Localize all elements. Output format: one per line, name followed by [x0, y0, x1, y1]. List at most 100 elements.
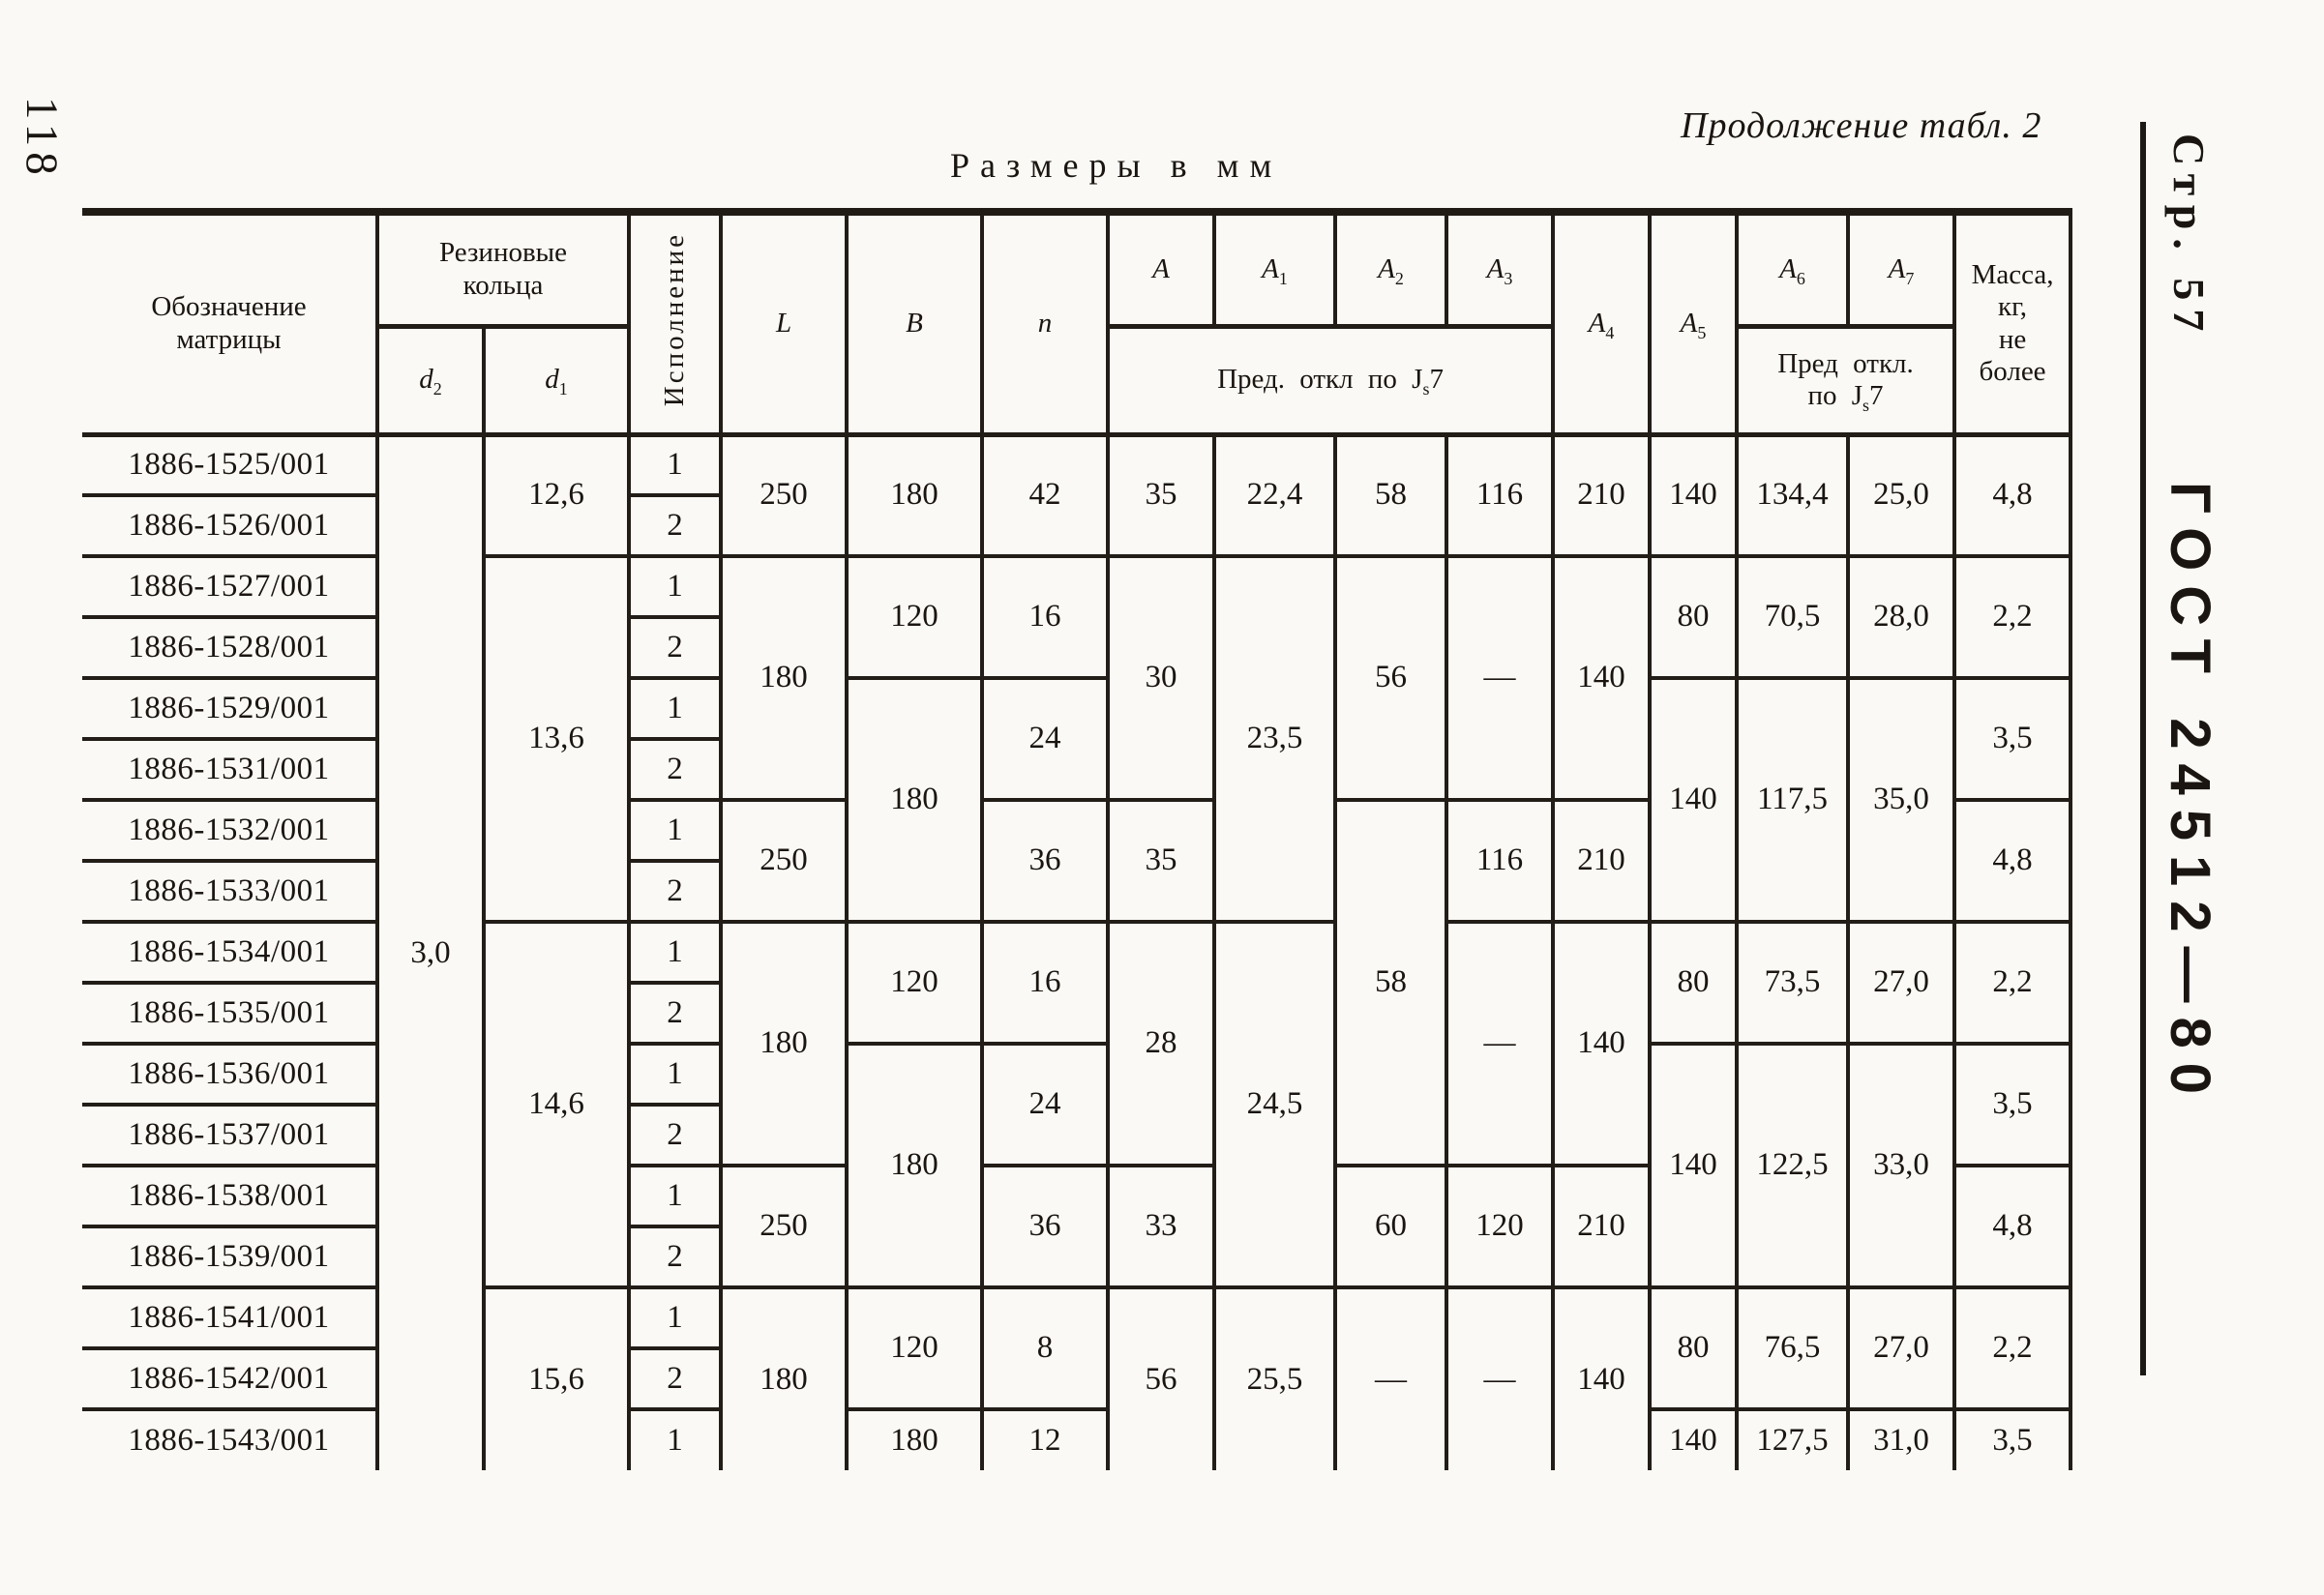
cell-d1: 15,6	[481, 1285, 632, 1470]
header-designation: Обозначение матрицы	[82, 208, 379, 437]
cell-designation: 1886-1539/001	[82, 1225, 379, 1289]
cell-mass: 2,2	[1952, 554, 2073, 680]
cell-mass: 2,2	[1952, 920, 2073, 1046]
cell-mass: 4,8	[1952, 432, 2073, 558]
table-row: 1886-1531/001 2	[82, 737, 2071, 802]
table-row: 1886-1534/001 14,6 1 180 120 16 28 24,5—140 80 73…	[82, 920, 2073, 1289]
cell-L: 250	[719, 1164, 849, 1289]
cell-n: 16	[980, 920, 1111, 1046]
right-margin-rule	[2140, 122, 2146, 1375]
cell-A2: —	[1333, 1285, 1449, 1470]
cell-A6: 70,5	[1735, 554, 1851, 680]
table-row: 1886-1527/001 13,6 1 180 120 16 30 23,5 56—140 80…	[82, 554, 2073, 924]
cell-A6: 117,5	[1735, 676, 1851, 924]
cell-A1: 24,5	[1212, 920, 1338, 1289]
cell-A5: 80	[1648, 554, 1740, 680]
header-A1-sub: 1	[1278, 268, 1288, 288]
table-row: 1886-1526/001 2	[82, 493, 2071, 558]
header-tolerance-b-sub: s	[1862, 395, 1870, 415]
cell-d1: 12,6	[481, 432, 632, 558]
cell-A1: 22,4	[1212, 432, 1338, 558]
cell-version: 1	[627, 920, 724, 985]
header-tolerance-a: Пред. откл по Js7	[1106, 324, 1556, 437]
cell-version: 1	[627, 1164, 724, 1228]
cell-n: 36	[980, 1164, 1111, 1289]
size-caption: Размеры в мм	[950, 146, 1283, 185]
cell-designation: 1886-1542/001	[82, 1346, 379, 1411]
header-mass: Масса, кг, не более	[1952, 208, 2073, 437]
cell-version: 1	[627, 432, 724, 497]
cell-designation: 1886-1534/001	[82, 920, 379, 985]
header-A4-sub: 4	[1605, 322, 1615, 342]
cell-designation: 1886-1529/001	[82, 676, 379, 741]
cell-A: 30	[1106, 554, 1217, 802]
cell-A2: 60	[1333, 1164, 1449, 1289]
header-col-d2: d2	[375, 324, 486, 437]
cell-A7: 35,0	[1846, 676, 1957, 924]
cell-L: 180	[719, 1285, 849, 1470]
cell-version: 1	[627, 1285, 724, 1350]
header-tolerance-a-text: Пред. откл по J	[1217, 364, 1423, 396]
cell-A1: 23,5	[1212, 554, 1338, 924]
header-col-A1: A1	[1212, 208, 1338, 329]
cell-d1: 14,6	[481, 920, 632, 1289]
cell-n: 8	[980, 1285, 1111, 1411]
cell-A3: —	[1445, 554, 1556, 802]
cell-designation: 1886-1543/001	[82, 1407, 379, 1470]
cell-B: 180	[845, 676, 985, 924]
cell-n: 24	[980, 1042, 1111, 1167]
header-col-A5: A5	[1648, 208, 1740, 437]
cell-mass: 4,8	[1952, 798, 2073, 924]
cell-designation: 1886-1528/001	[82, 615, 379, 680]
header-rubber-rings-label: Резиновые кольца	[439, 237, 568, 301]
header-B-label: B	[906, 308, 923, 340]
cell-mass: 4,8	[1952, 1164, 2073, 1289]
table-body: 1886-1525/001 3,0 12,6 1 250 180 42 35 22,4 58 116…	[82, 432, 2073, 1470]
cell-A7: 28,0	[1846, 554, 1957, 680]
table-row: 1886-1535/001 2	[82, 981, 2071, 1046]
table-row: 1886-1525/001 3,0 12,6 1 250 180 42 35 22,4 58 116…	[82, 432, 2073, 1470]
cell-designation: 1886-1532/001	[82, 798, 379, 863]
header-A5-label: A	[1680, 308, 1698, 340]
cell-A7: 27,0	[1846, 920, 1957, 1046]
cell-A4: 210	[1551, 1164, 1653, 1289]
cell-n: 42	[980, 432, 1111, 558]
cell-designation: 1886-1536/001	[82, 1042, 379, 1107]
cell-version: 2	[627, 1225, 724, 1289]
table-row: 1886-1533/001 2	[82, 859, 2071, 924]
header-designation-label: Обозначение матрицы	[151, 291, 307, 355]
cell-A: 33	[1106, 1164, 1217, 1289]
cell-L: 250	[719, 798, 849, 924]
header-A3-sub: 3	[1504, 268, 1513, 288]
cell-version: 2	[627, 737, 724, 802]
right-margin-page-label: Стр. 57	[2164, 133, 2214, 340]
left-margin-page-number: 118	[16, 97, 67, 181]
header-d2-label: d	[419, 364, 433, 396]
cell-L: 180	[719, 554, 849, 802]
header-col-A2: A2	[1333, 208, 1449, 329]
cell-A2: 56	[1333, 554, 1449, 802]
cell-A4: 210	[1551, 798, 1653, 924]
cell-A7: 27,0	[1846, 1285, 1957, 1411]
header-d1-sub: 1	[558, 379, 568, 399]
cell-A5: 140	[1648, 1407, 1740, 1470]
cell-B: 120	[845, 920, 985, 1046]
header-col-A4: A4	[1551, 208, 1653, 437]
cell-A5: 140	[1648, 1042, 1740, 1289]
cell-A5: 140	[1648, 676, 1740, 924]
cell-A6: 127,5	[1735, 1407, 1851, 1470]
cell-L: 180	[719, 920, 849, 1167]
cell-d2: 3,0	[375, 432, 486, 1470]
cell-designation: 1886-1525/001	[82, 432, 379, 497]
header-version: Исполнение	[627, 208, 724, 437]
table-row: 1886-1537/001 2	[82, 1103, 2071, 1167]
cell-designation: 1886-1531/001	[82, 737, 379, 802]
header-A7-label: A	[1888, 253, 1906, 285]
cell-A4: 140	[1551, 1285, 1653, 1470]
header-A3-label: A	[1486, 253, 1505, 285]
header-A5-sub: 5	[1697, 322, 1707, 342]
table-row: 1886-1532/001 1 250 36 35 58 116 210 4,8	[82, 798, 2073, 1167]
header-col-A7: A7	[1846, 208, 1957, 329]
cell-designation: 1886-1533/001	[82, 859, 379, 924]
cell-A5: 80	[1648, 920, 1740, 1046]
